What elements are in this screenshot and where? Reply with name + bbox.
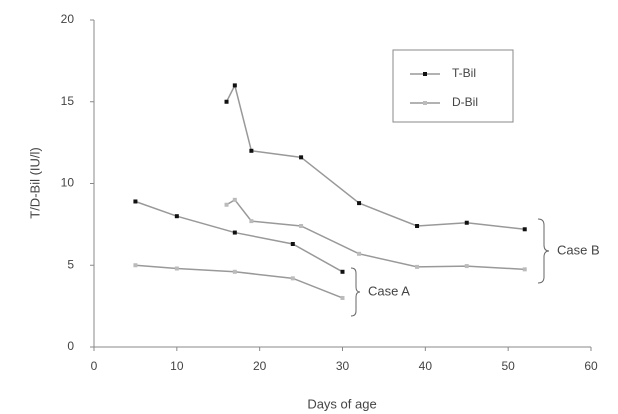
marker — [224, 202, 229, 207]
marker — [224, 99, 229, 104]
x-tick-label: 10 — [170, 359, 184, 373]
marker — [249, 148, 254, 153]
legend-label: T-Bil — [452, 66, 476, 80]
marker — [464, 220, 469, 225]
marker — [357, 251, 362, 256]
marker — [290, 241, 295, 246]
marker — [299, 155, 304, 160]
y-tick-label: 5 — [67, 257, 74, 271]
marker — [299, 224, 304, 229]
legend-label: D-Bil — [452, 95, 478, 109]
y-tick-label: 15 — [61, 94, 75, 108]
marker — [464, 264, 469, 269]
x-tick-label: 40 — [419, 359, 433, 373]
x-axis-label: Days of age — [307, 396, 376, 411]
marker — [290, 276, 295, 281]
marker — [133, 263, 138, 268]
marker — [415, 264, 420, 269]
marker — [232, 83, 237, 88]
x-tick-label: 20 — [253, 359, 267, 373]
legend-marker — [423, 72, 427, 76]
x-tick-label: 30 — [336, 359, 350, 373]
y-tick-label: 20 — [61, 12, 75, 26]
marker — [232, 269, 237, 274]
marker — [232, 230, 237, 235]
marker — [249, 219, 254, 224]
marker — [340, 295, 345, 300]
series-line — [135, 198, 525, 299]
marker — [174, 266, 179, 271]
y-tick-label: 0 — [67, 339, 74, 353]
y-axis-label: T/D-Bil (IU/l) — [27, 147, 42, 219]
marker — [133, 199, 138, 204]
marker — [232, 197, 237, 202]
marker — [357, 201, 362, 206]
x-tick-label: 50 — [501, 359, 515, 373]
legend-marker — [423, 101, 427, 105]
annotation: Case A — [368, 283, 410, 298]
x-tick-label: 0 — [91, 359, 98, 373]
marker — [340, 269, 345, 274]
y-tick-label: 10 — [61, 176, 75, 190]
x-tick-label: 60 — [584, 359, 598, 373]
marker — [174, 214, 179, 219]
marker — [415, 224, 420, 229]
brace — [350, 267, 361, 317]
legend-box — [392, 49, 514, 123]
annotation: Case B — [557, 242, 600, 257]
marker — [522, 267, 527, 272]
brace — [537, 218, 550, 284]
marker — [522, 227, 527, 232]
